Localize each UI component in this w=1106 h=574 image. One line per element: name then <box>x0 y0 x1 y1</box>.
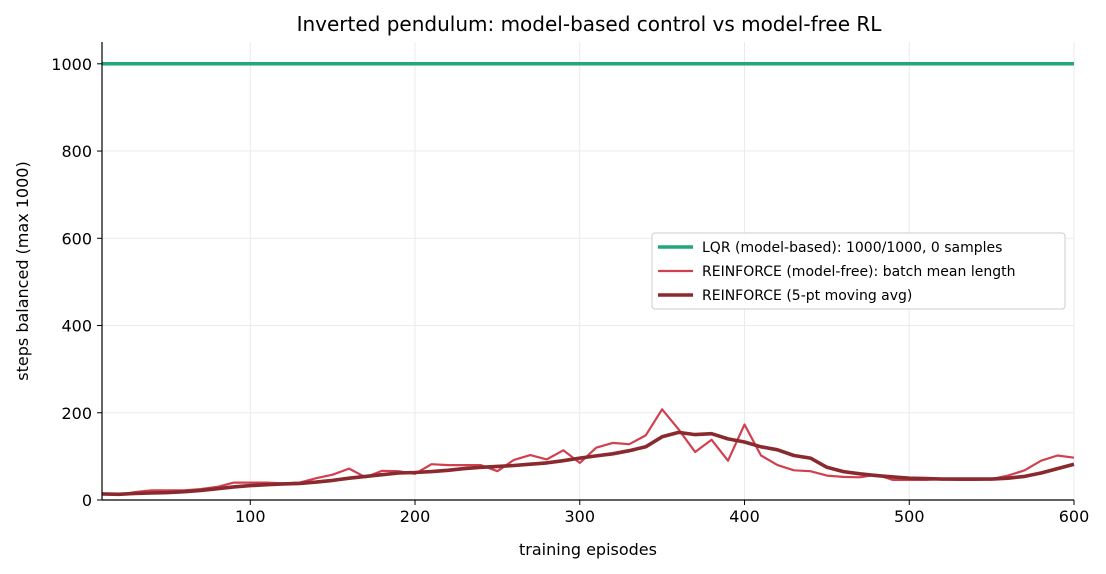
axes <box>101 42 1074 501</box>
chart-title: Inverted pendulum: model-based control v… <box>297 12 883 36</box>
y-tick-label: 600 <box>61 229 92 248</box>
series-moving-avg-line <box>101 430 1075 497</box>
plot-area <box>101 62 1075 497</box>
x-tick-label: 600 <box>1059 507 1090 526</box>
series-reinforce-line <box>101 408 1075 496</box>
y-tick-label: 0 <box>82 491 92 510</box>
legend-entry: LQR (model-based): 1000/1000, 0 samples <box>702 240 1002 256</box>
x-axis-title: training episodes <box>519 540 657 559</box>
x-tick-label: 200 <box>400 507 431 526</box>
y-tick-label: 400 <box>61 317 92 336</box>
legend: LQR (model-based): 1000/1000, 0 samples R… <box>651 232 1066 310</box>
y-tick-label: 800 <box>61 142 92 161</box>
legend-box <box>651 232 1066 310</box>
legend-entry: REINFORCE (model-free): batch mean lengt… <box>702 264 1015 280</box>
y-tick-label: 1000 <box>51 55 92 74</box>
ticks: 100 200 300 400 500 600 0 200 400 600 800 1000 <box>51 55 1089 526</box>
x-tick-label: 500 <box>894 507 925 526</box>
x-tick-label: 400 <box>729 507 760 526</box>
y-tick-label: 200 <box>61 404 92 423</box>
x-tick-label: 300 <box>564 507 595 526</box>
legend-entry: REINFORCE (5-pt moving avg) <box>702 288 912 304</box>
x-tick-label: 100 <box>235 507 266 526</box>
y-axis-title: steps balanced (max 1000) <box>13 161 32 380</box>
